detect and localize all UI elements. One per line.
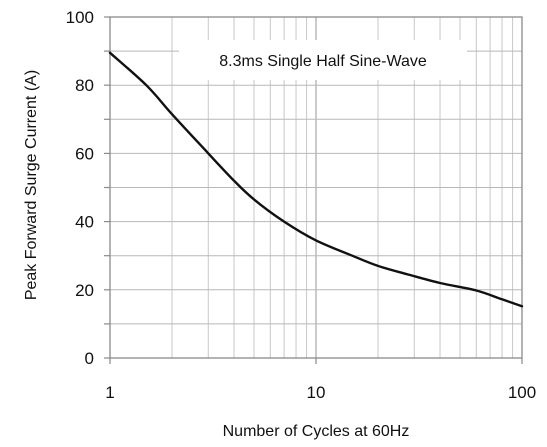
y-tick-label: 60: [75, 144, 94, 163]
x-tick-labels: 1 10 100: [105, 383, 536, 402]
y-tick-labels: 0 20 40 60 80 100: [66, 8, 94, 368]
annotation-box: 8.3ms Single Half Sine-Wave: [179, 40, 467, 80]
plot-frame: [104, 16, 523, 364]
y-tick-label: 80: [75, 76, 94, 95]
annotation-background: [179, 40, 467, 80]
annotation-text: 8.3ms Single Half Sine-Wave: [219, 53, 427, 70]
x-tick-label: 1: [105, 383, 114, 402]
y-tick-label: 0: [85, 349, 94, 368]
x-tick-label: 10: [307, 383, 326, 402]
y-tick-label: 20: [75, 281, 94, 300]
y-tick-label: 100: [66, 8, 94, 27]
surge-current-line: [108, 51, 524, 308]
x-tick-label: 100: [508, 383, 536, 402]
series-group: [108, 51, 524, 308]
y-axis-label: Peak Forward Surge Current (A): [23, 70, 40, 300]
y-tick-label: 40: [75, 213, 94, 232]
x-axis-label: Number of Cycles at 60Hz: [223, 423, 410, 440]
